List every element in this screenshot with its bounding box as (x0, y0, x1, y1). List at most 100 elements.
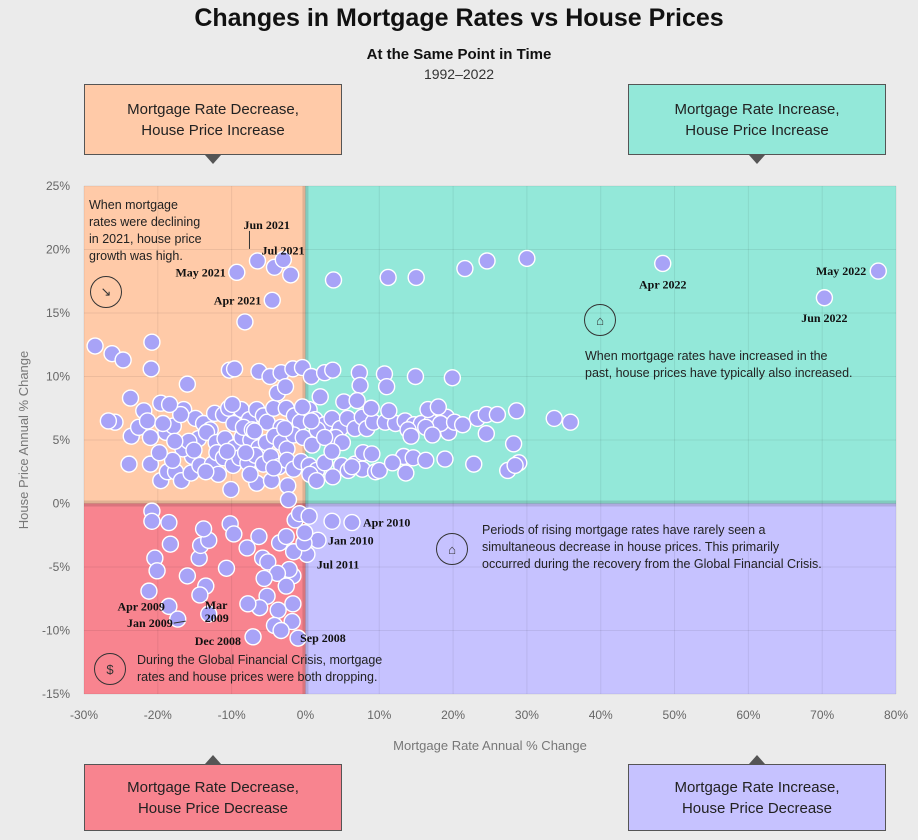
data-point (228, 263, 246, 282)
y-axis-title: House Price Annual % Change (16, 351, 31, 530)
data-point (269, 601, 287, 619)
data-point (504, 435, 523, 453)
data-point (429, 398, 448, 416)
annotation-label: Jan 2010 (328, 533, 374, 547)
annotation-label: May 2022 (816, 264, 866, 278)
data-point (279, 490, 298, 509)
data-point (265, 459, 283, 477)
data-point (654, 254, 672, 273)
annotation-label: Sep 2008 (300, 631, 346, 645)
data-point (248, 252, 267, 270)
data-point (225, 525, 243, 543)
data-point (99, 412, 118, 430)
data-point (197, 463, 215, 481)
data-point (362, 399, 380, 417)
note-top-left: When mortgage rates were declining in 20… (89, 198, 202, 263)
year-range: 1992–2022 (423, 66, 495, 82)
quadrant-box-top-right: Mortgage Rate Increase, House Price Incr… (628, 84, 886, 155)
data-point (324, 361, 342, 379)
data-point (120, 455, 138, 473)
y-tick-label: -10% (42, 624, 70, 638)
x-axis-title: Mortgage Rate Annual % Change (393, 738, 587, 753)
quadrant-box-top-left: Mortgage Rate Decrease, House Price Incr… (84, 84, 342, 155)
x-tick-label: 70% (810, 708, 834, 722)
data-point (178, 567, 197, 585)
data-point (300, 507, 318, 525)
pointer-arrow (205, 755, 221, 764)
quadrant-box-label: Mortgage Rate Increase, House Price Incr… (674, 100, 840, 139)
y-tick-label: 20% (46, 243, 70, 257)
quadrant-box-label: Mortgage Rate Decrease, House Price Decr… (127, 778, 299, 817)
quadrant-box-bottom-right: Mortgage Rate Increase, House Price Decr… (628, 764, 886, 831)
house-decline-icon: ⌂ (436, 533, 468, 565)
data-point (138, 412, 157, 430)
x-tick-label: -10% (218, 708, 246, 722)
data-point (244, 628, 262, 646)
pointer-arrow (205, 155, 221, 164)
data-point (160, 395, 179, 414)
data-point (302, 412, 321, 430)
data-point (815, 289, 834, 307)
data-point (377, 377, 396, 396)
annotation-label: Apr 2022 (639, 277, 686, 291)
annotation-leader (173, 620, 186, 624)
data-point (272, 621, 290, 640)
data-point (141, 428, 160, 447)
data-point (121, 389, 140, 407)
data-point (453, 416, 472, 434)
financial-crisis-icon: $ (94, 653, 126, 685)
data-point (443, 369, 462, 387)
data-point (200, 605, 218, 623)
y-tick-label: -15% (42, 687, 70, 701)
data-point (324, 468, 342, 486)
data-point (150, 444, 168, 462)
x-tick-label: -30% (70, 708, 98, 722)
data-point (239, 595, 257, 613)
x-tick-label: 80% (884, 708, 908, 722)
data-point (178, 375, 197, 393)
falling-rate-chart-icon: ↘ (90, 276, 122, 308)
x-tick-label: 30% (515, 708, 539, 722)
y-tick-label: 25% (46, 179, 70, 193)
data-point (277, 527, 295, 546)
data-point (380, 402, 398, 420)
data-point (160, 513, 178, 532)
data-point (343, 457, 361, 476)
x-tick-label: 10% (367, 708, 391, 722)
data-point (561, 413, 580, 431)
data-point (277, 577, 295, 595)
data-point (191, 586, 209, 604)
annotation-label: Jul 2011 (317, 557, 359, 571)
data-point (194, 520, 213, 538)
data-point (363, 445, 381, 463)
data-point (545, 409, 563, 428)
annotation-label: Jan 2009 (127, 616, 173, 630)
x-tick-label: 50% (663, 708, 687, 722)
data-point (245, 422, 264, 440)
data-point (307, 471, 326, 490)
data-point (348, 391, 366, 410)
chart-subtitle: At the Same Point in Time (366, 46, 552, 63)
data-point (303, 436, 321, 454)
data-point (518, 249, 536, 268)
data-point (311, 388, 329, 406)
x-tick-label: 0% (297, 708, 315, 722)
x-tick-label: 60% (736, 708, 760, 722)
data-point (323, 442, 341, 461)
data-point (869, 262, 887, 280)
x-tick-label: -20% (144, 708, 172, 722)
data-point (477, 424, 496, 443)
data-point (488, 405, 507, 424)
data-point (296, 524, 314, 542)
data-point (423, 426, 442, 444)
data-point (236, 444, 255, 462)
data-point (143, 512, 161, 530)
annotation-label: Apr 2021 (214, 293, 261, 307)
data-point (289, 629, 307, 647)
data-point (284, 595, 302, 613)
annotation-label: Apr 2009 (117, 599, 164, 613)
data-point (259, 553, 277, 571)
data-point (160, 597, 178, 616)
data-point (323, 512, 341, 530)
